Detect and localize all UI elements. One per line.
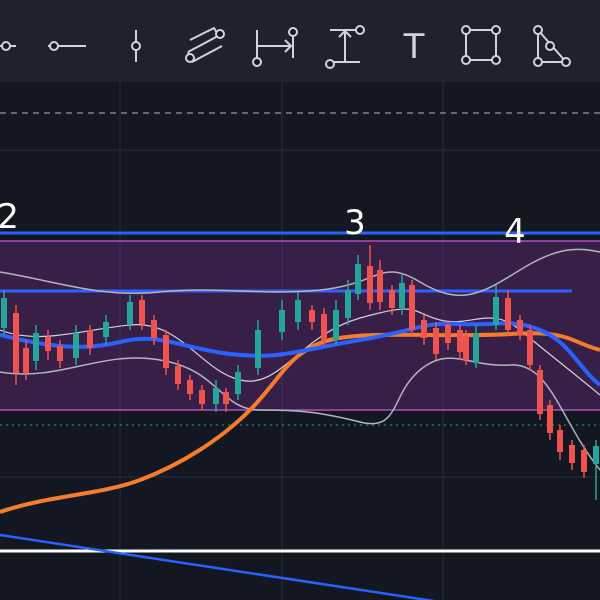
ray-tool[interactable] [0,41,16,51]
text-tool[interactable]: T [403,27,425,67]
range-box [0,240,600,411]
grid [0,82,600,600]
price-range-tool[interactable] [325,25,365,69]
lower-band [0,357,600,471]
bull-candles [1,255,599,500]
wave-label: 2 [0,197,19,237]
parallel-channel-tool[interactable] [185,26,225,63]
bear-candles [13,245,587,478]
drawing-toolbar: T [0,0,600,82]
wave-label: 4 [504,212,526,252]
fast-ma [0,321,600,387]
trend-line [0,533,436,600]
triangle-tool[interactable] [533,25,571,67]
date-range-tool[interactable] [252,27,298,67]
rectangle-tool[interactable] [461,25,501,65]
wave-label: 3 [344,203,366,243]
toolbar-bg [0,0,600,82]
extended-line-tool[interactable] [48,41,86,51]
slow-ma [0,331,600,514]
vertical-line-tool[interactable] [131,30,141,62]
